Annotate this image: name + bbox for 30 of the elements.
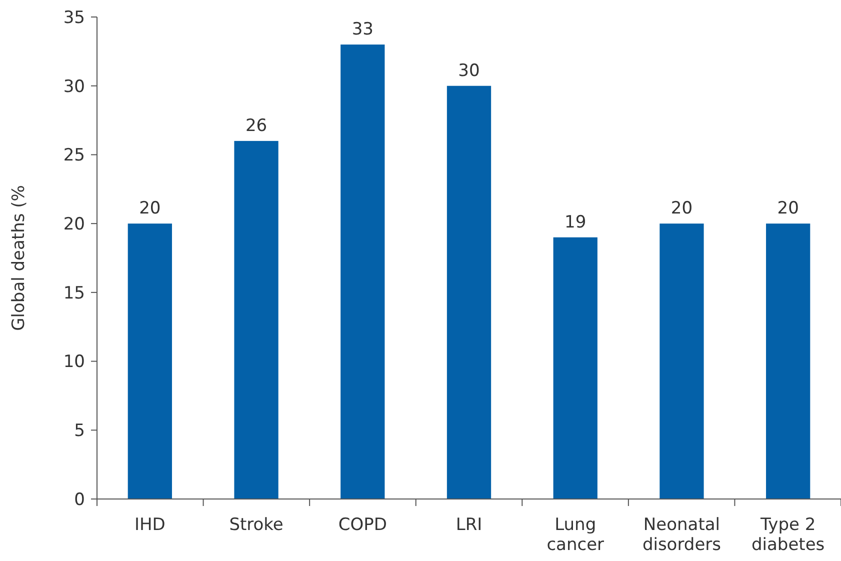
data-label: 20 bbox=[139, 198, 161, 219]
x-tick-label: IHD bbox=[134, 515, 166, 535]
x-tick-label: COPD bbox=[338, 515, 387, 535]
y-tick-label: 30 bbox=[63, 76, 85, 97]
data-label: 20 bbox=[670, 198, 693, 219]
data-label: 33 bbox=[352, 20, 374, 40]
x-tick-label: Neonatal disorders bbox=[642, 515, 722, 555]
bar bbox=[766, 224, 810, 499]
data-label: 20 bbox=[777, 198, 799, 219]
bar bbox=[446, 86, 492, 499]
bar bbox=[128, 224, 172, 499]
bar bbox=[553, 237, 598, 499]
bar bbox=[340, 44, 385, 499]
y-tick-label: 0 bbox=[74, 490, 85, 510]
data-label: 30 bbox=[458, 60, 480, 81]
x-tick-label: Lung cancer bbox=[546, 515, 604, 555]
y-tick-label: 15 bbox=[63, 283, 85, 304]
y-tick-label: 35 bbox=[63, 8, 85, 28]
bar bbox=[660, 224, 704, 499]
data-label: 26 bbox=[245, 116, 268, 136]
x-tick-label: LRI bbox=[456, 515, 482, 535]
bar bbox=[234, 140, 278, 499]
y-tick-label: 25 bbox=[63, 146, 85, 166]
x-tick-label: Stroke bbox=[229, 515, 284, 535]
y-axis-title: Global deaths (% bbox=[9, 185, 29, 331]
x-tick-label: Type 2 diabetes bbox=[752, 515, 825, 555]
y-tick-label: 20 bbox=[63, 214, 85, 235]
y-tick-label: 5 bbox=[74, 421, 85, 442]
data-label: 19 bbox=[564, 212, 586, 232]
y-tick-label: 10 bbox=[63, 352, 85, 372]
